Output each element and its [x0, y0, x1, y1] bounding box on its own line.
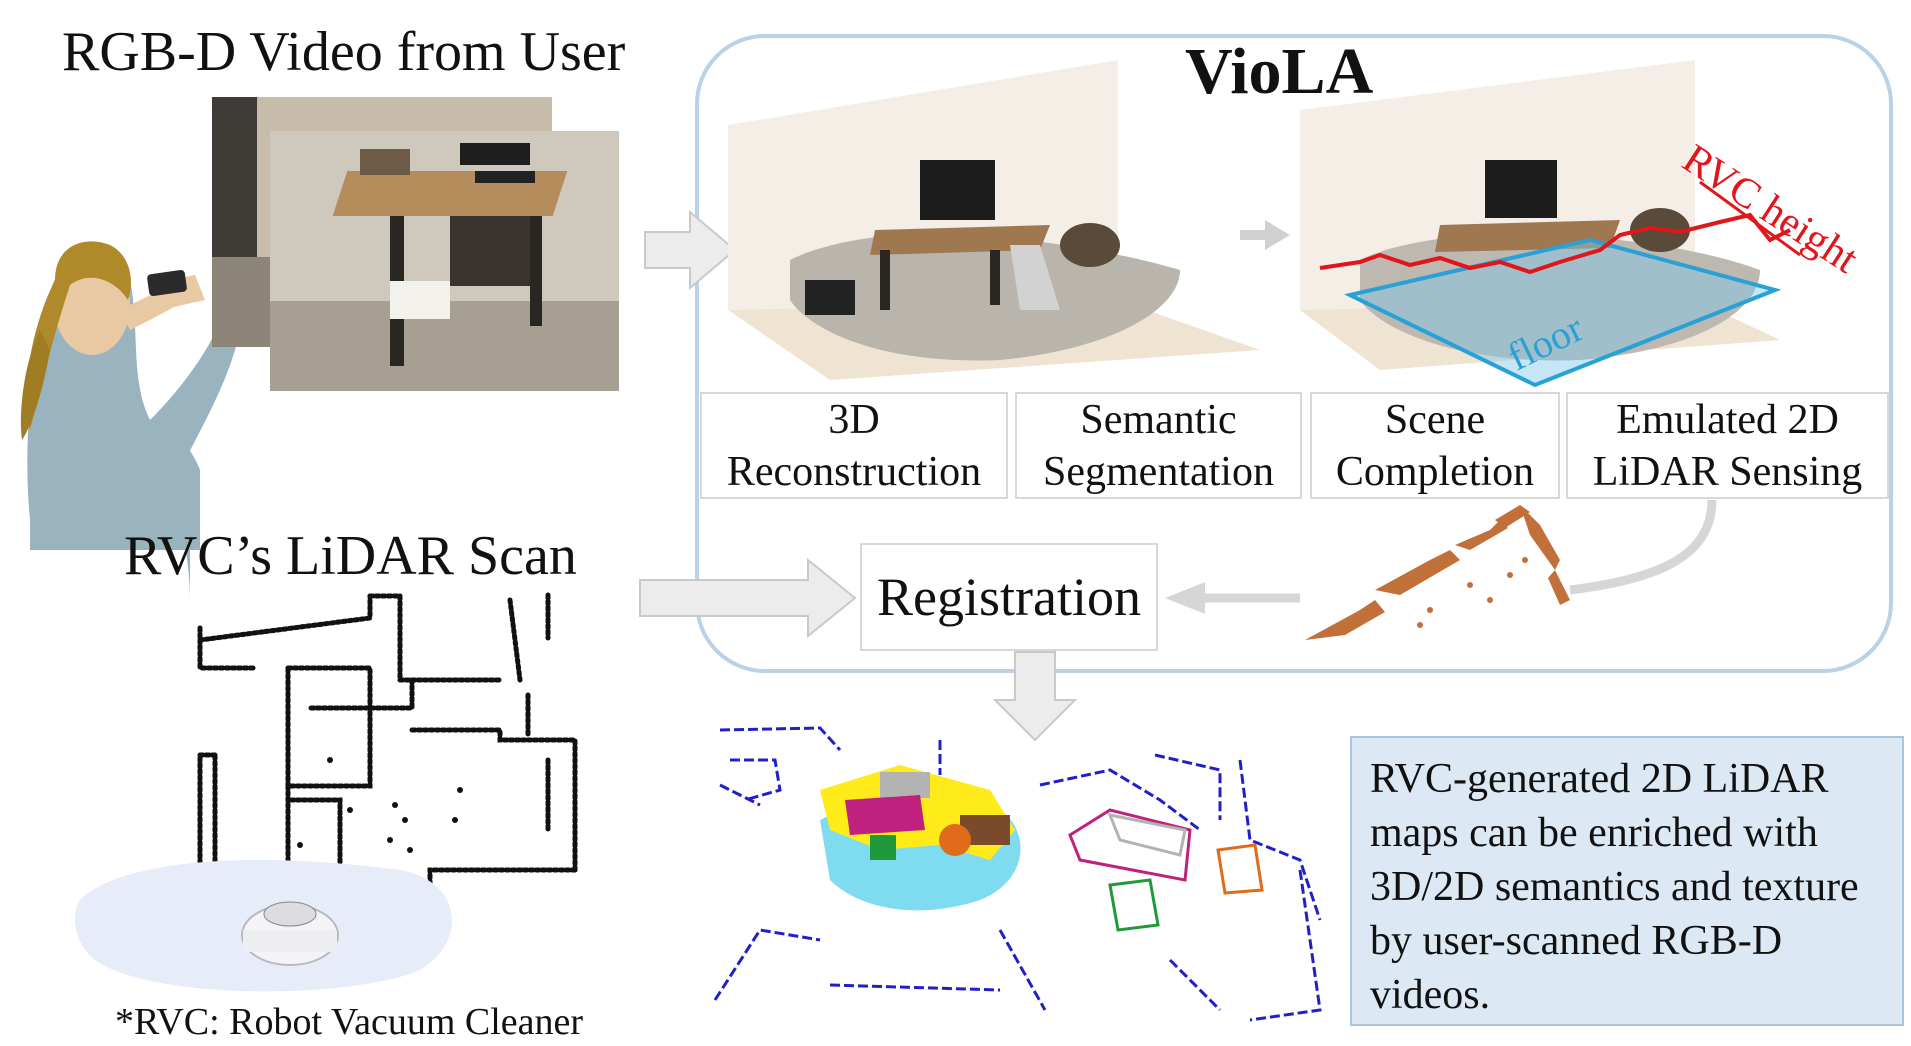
- rgbd-frame-front: [270, 131, 619, 391]
- stage-line1: Semantic: [1080, 396, 1237, 443]
- stage-line2: Segmentation: [1043, 448, 1274, 495]
- stage-3d-reconstruction: 3D Reconstruction: [700, 392, 1008, 499]
- stage-line1: 3D: [828, 396, 880, 443]
- stage-emulated-lidar: Emulated 2D LiDAR Sensing: [1566, 392, 1889, 499]
- stage-line1: Scene: [1384, 396, 1486, 443]
- lidar-scan-title: RVC’s LiDAR Scan: [124, 525, 577, 587]
- stage-line1: Emulated 2D: [1616, 396, 1839, 443]
- footnote: *RVC: Robot Vacuum Cleaner: [115, 1001, 584, 1043]
- stage-semantic-segmentation: Semantic Segmentation: [1015, 392, 1302, 499]
- summary-note: RVC-generated 2D LiDAR maps can be enric…: [1350, 736, 1904, 1026]
- stage-line2: LiDAR Sensing: [1592, 448, 1863, 495]
- stage-scene-completion: Scene Completion: [1310, 392, 1560, 499]
- viola-title: VioLA: [1185, 35, 1374, 108]
- rgbd-video-title: RGB-D Video from User: [62, 21, 626, 83]
- robot-vacuum-icon: [241, 904, 339, 966]
- enriched-semantic-map: [713, 726, 1322, 1022]
- stage-line2: Reconstruction: [726, 448, 982, 495]
- registration-box: Registration: [860, 543, 1158, 651]
- stage-line2: Completion: [1335, 448, 1535, 495]
- viola-panel: [695, 34, 1893, 673]
